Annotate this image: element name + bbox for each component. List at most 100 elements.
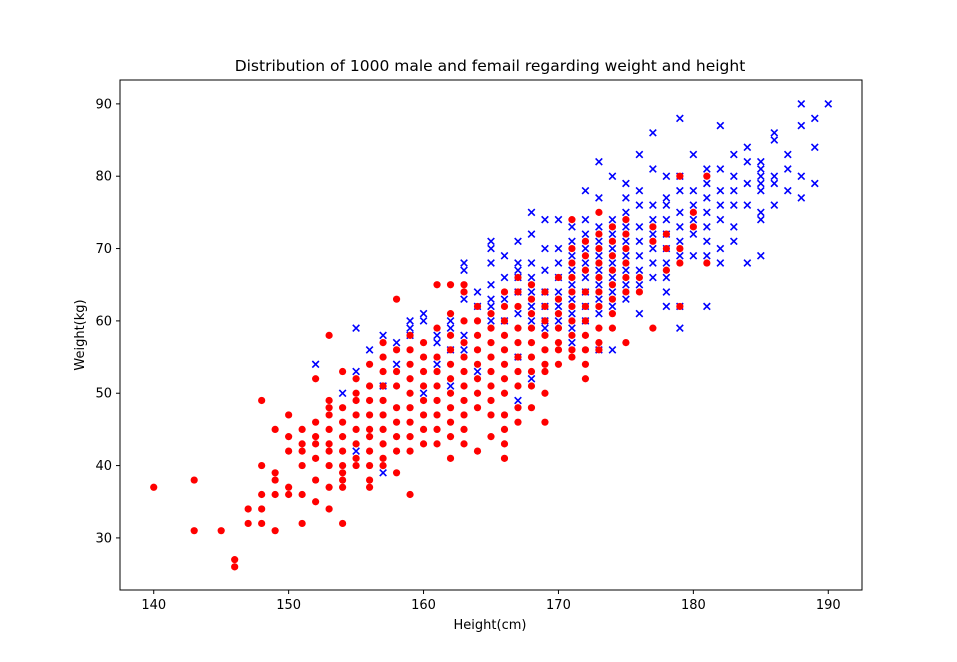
data-point-female <box>406 331 414 339</box>
data-point-female <box>419 353 428 361</box>
data-point-female <box>379 454 387 462</box>
data-point-female <box>419 338 428 347</box>
data-point-male <box>581 244 590 253</box>
data-point-female <box>285 483 293 491</box>
data-point-male <box>716 201 725 210</box>
data-point-female <box>298 440 306 448</box>
data-point-male <box>352 367 360 376</box>
data-point-female <box>595 208 603 216</box>
data-point-female <box>446 375 455 383</box>
data-point-male <box>649 165 657 173</box>
data-point-female <box>500 302 509 311</box>
data-point-male <box>473 288 482 296</box>
data-point-female <box>595 346 603 354</box>
data-point-female <box>608 281 617 289</box>
data-point-male <box>541 215 549 224</box>
data-point-female <box>689 223 697 231</box>
data-point-female <box>662 230 670 238</box>
data-point-male <box>460 259 468 267</box>
data-point-female <box>150 483 158 491</box>
data-point-female <box>635 288 644 296</box>
data-point-female <box>703 259 711 267</box>
data-point-female <box>554 338 563 347</box>
data-point-male <box>635 237 644 246</box>
data-point-male <box>716 186 725 195</box>
data-point-male <box>622 194 630 202</box>
data-point-male <box>702 237 711 246</box>
data-point-male <box>352 324 360 332</box>
data-point-female <box>541 389 549 397</box>
data-point-female <box>325 505 333 513</box>
data-point-male <box>810 114 819 123</box>
data-point-female <box>379 461 387 470</box>
data-point-female <box>325 425 333 434</box>
data-point-male <box>756 208 765 217</box>
data-point-female <box>433 281 441 289</box>
data-point-male <box>635 280 644 289</box>
data-point-female <box>460 288 468 296</box>
data-point-male <box>770 179 779 188</box>
data-point-male <box>662 194 671 202</box>
data-point-female <box>460 440 468 448</box>
data-point-female <box>460 367 468 376</box>
data-point-male <box>662 259 671 267</box>
y-tick-label: 60 <box>95 314 112 329</box>
data-point-male <box>514 396 522 405</box>
data-point-female <box>365 483 374 491</box>
data-point-male <box>770 201 779 210</box>
data-point-male <box>419 317 428 325</box>
data-point-female <box>285 411 293 419</box>
data-point-male <box>824 100 833 108</box>
data-point-female <box>325 331 333 339</box>
data-point-male <box>473 367 482 376</box>
data-point-female <box>527 310 536 318</box>
data-point-male <box>622 266 630 275</box>
data-point-male <box>649 230 657 238</box>
data-point-male <box>487 259 495 267</box>
data-point-female <box>541 346 549 354</box>
data-point-male <box>743 179 752 188</box>
data-point-male <box>487 302 495 311</box>
data-point-female <box>446 360 455 368</box>
data-point-male <box>635 251 644 260</box>
data-point-female <box>689 208 697 216</box>
data-point-female <box>298 425 306 434</box>
data-point-male <box>716 121 725 130</box>
data-point-female <box>608 310 617 318</box>
data-point-male <box>568 237 576 246</box>
data-point-female <box>392 382 401 390</box>
data-point-male <box>460 331 468 340</box>
data-point-female <box>258 461 266 470</box>
data-point-female <box>312 418 320 426</box>
data-point-female <box>554 310 563 318</box>
data-point-male <box>460 295 468 304</box>
data-point-male <box>527 208 536 217</box>
data-point-female <box>298 461 306 470</box>
data-point-female <box>419 367 428 376</box>
data-point-female <box>595 324 603 332</box>
data-point-male <box>729 222 738 231</box>
data-point-female <box>581 288 590 296</box>
data-point-male <box>379 331 387 340</box>
data-point-male <box>487 280 495 289</box>
data-point-male <box>419 309 428 318</box>
x-tick-label: 140 <box>141 598 166 613</box>
data-point-female <box>568 259 576 267</box>
data-point-male <box>635 201 644 210</box>
data-point-female <box>271 425 279 434</box>
data-point-male <box>770 172 779 181</box>
data-point-male <box>622 280 630 289</box>
data-point-female <box>446 454 455 462</box>
data-point-male <box>743 143 752 152</box>
data-point-male <box>649 128 657 137</box>
y-axis: 30 40 50 60 70 80 90 <box>95 97 120 546</box>
data-point-female <box>487 433 495 441</box>
data-point-female <box>460 338 468 347</box>
data-point-female <box>446 331 455 339</box>
data-point-female <box>527 382 536 390</box>
data-point-female <box>406 346 414 354</box>
data-point-male <box>756 179 765 188</box>
data-point-male <box>743 157 752 166</box>
data-point-male <box>797 194 806 202</box>
data-point-female <box>285 447 293 455</box>
